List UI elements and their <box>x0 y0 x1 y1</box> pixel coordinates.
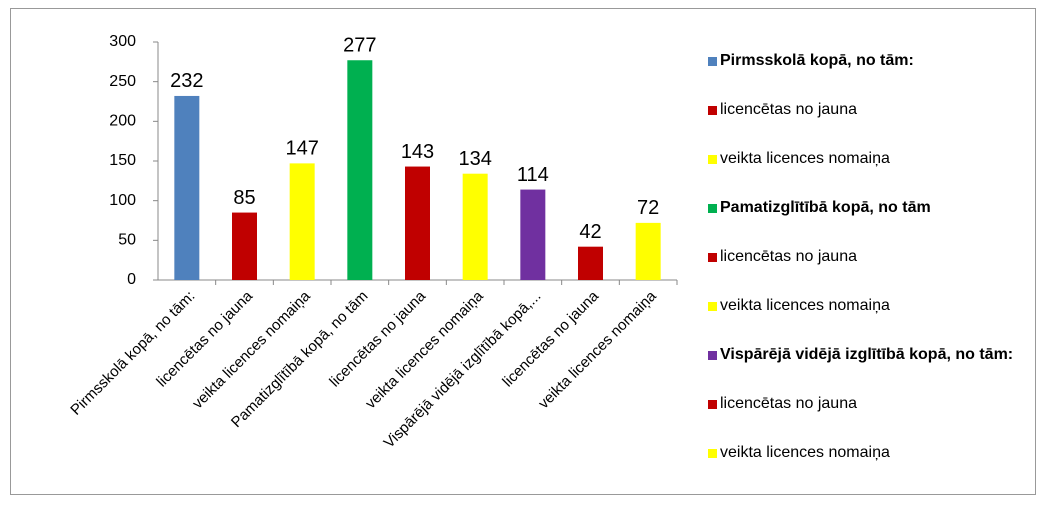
legend-swatch <box>708 400 717 409</box>
legend-label: Pamatizglītībā kopā, no tām <box>720 199 931 216</box>
legend-item: veikta licences nomaiņa <box>708 295 1038 344</box>
bar <box>635 222 661 280</box>
chart-border <box>10 8 1036 495</box>
data-label: 42 <box>579 221 601 243</box>
legend-item: licencētas no jauna <box>708 99 1038 148</box>
y-tick-label: 250 <box>109 73 136 90</box>
legend-label: veikta licences nomaiņa <box>720 297 890 314</box>
legend-swatch <box>708 204 717 213</box>
data-label: 72 <box>637 197 659 219</box>
bar <box>578 246 603 280</box>
legend: Pirmsskolā kopā, no tām: licencētas no ja… <box>708 50 1038 491</box>
x-tick-label: licencētas no jauna <box>499 287 602 390</box>
bar <box>520 189 546 280</box>
bar <box>462 173 488 280</box>
legend-label: Pirmsskolā kopā, no tām: <box>720 52 914 69</box>
bar <box>232 212 257 280</box>
legend-label: Vispārējā vidējā izglītībā kopā, no tām: <box>720 346 1014 363</box>
y-tick-label: 300 <box>109 33 136 50</box>
legend-swatch <box>708 351 717 360</box>
y-tick-label: 100 <box>109 192 136 209</box>
bar <box>289 163 315 280</box>
data-label: 134 <box>458 148 491 170</box>
y-tick-label: 50 <box>118 232 136 249</box>
legend-item: Pamatizglītībā kopā, no tām <box>708 197 1038 246</box>
x-tick-label: licencētas no jauna <box>326 287 429 390</box>
x-tick-label: veikta licences nomaiņa <box>535 287 660 412</box>
y-tick-label: 150 <box>109 152 136 169</box>
legend-label: veikta licences nomaiņa <box>720 444 890 461</box>
data-label: 114 <box>517 164 549 186</box>
bar <box>174 95 200 281</box>
legend-swatch <box>708 106 717 115</box>
data-label: 85 <box>233 187 255 209</box>
legend-swatch <box>708 155 717 164</box>
bar <box>405 166 430 280</box>
legend-item: Vispārējā vidējā izglītībā kopā, no tām: <box>708 344 1038 393</box>
legend-item: licencētas no jauna <box>708 246 1038 295</box>
y-tick-label: 0 <box>127 271 136 288</box>
legend-swatch <box>708 57 717 66</box>
x-tick-label: veikta licences nomaiņa <box>362 287 487 412</box>
legend-item: licencētas no jauna <box>708 393 1038 442</box>
legend-label: veikta licences nomaiņa <box>720 150 890 167</box>
legend-swatch <box>708 449 717 458</box>
legend-item: Pirmsskolā kopā, no tām: <box>708 50 1038 99</box>
legend-swatch <box>708 253 717 262</box>
x-tick-label: licencētas no jauna <box>153 287 256 390</box>
legend-label: licencētas no jauna <box>720 101 857 118</box>
legend-item: veikta licences nomaiņa <box>708 442 1038 491</box>
bar <box>347 60 373 280</box>
legend-label: licencētas no jauna <box>720 395 857 412</box>
legend-swatch <box>708 302 717 311</box>
x-tick-label: veikta licences nomaiņa <box>189 287 314 412</box>
data-label: 147 <box>285 138 318 160</box>
legend-label: licencētas no jauna <box>720 248 857 265</box>
data-label: 143 <box>401 141 434 163</box>
y-tick-label: 200 <box>109 113 136 130</box>
data-label: 232 <box>170 70 203 92</box>
legend-item: veikta licences nomaiņa <box>708 148 1038 197</box>
data-label: 277 <box>343 35 376 57</box>
